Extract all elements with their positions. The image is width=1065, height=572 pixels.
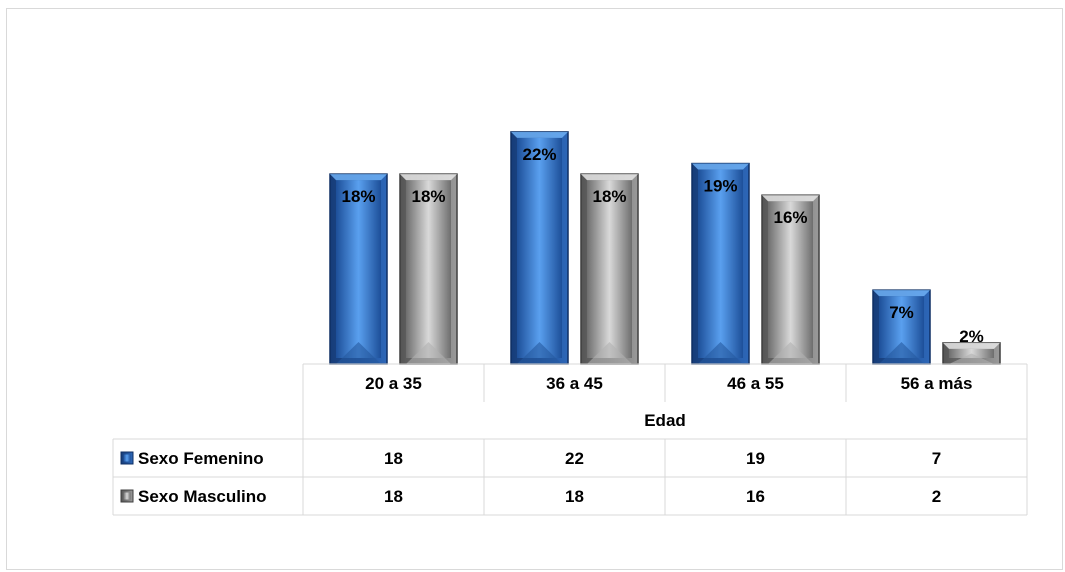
- category-label: 20 a 35: [365, 374, 422, 393]
- bar: [580, 173, 639, 365]
- bar: [510, 131, 569, 365]
- bar-labels-group: 18% 18% 22% 18% 19% 16% 7% 2%: [341, 145, 983, 346]
- table-value-cell: 2: [932, 487, 941, 506]
- legend-key: [120, 451, 134, 465]
- category-labels: 20 a 35 36 a 45 46 a 55 56 a más: [365, 374, 972, 393]
- bar-value-label: 18%: [592, 187, 626, 206]
- table-value-cell: 22: [565, 449, 584, 468]
- legend-table-rows: Sexo Femenino 18 22 19 7 Sexo Masculino 18 18 16…: [120, 449, 941, 506]
- bar-value-label: 19%: [703, 177, 737, 196]
- bar: [761, 194, 820, 365]
- table-value-cell: 18: [565, 487, 584, 506]
- table-value-cell: 19: [746, 449, 765, 468]
- bar: [329, 173, 388, 365]
- table-value-cell: 18: [384, 487, 403, 506]
- bar-value-label: 18%: [411, 187, 445, 206]
- table-value-cell: 18: [384, 449, 403, 468]
- bar: [872, 289, 931, 365]
- legend-key: [120, 489, 134, 503]
- bar-value-label: 22%: [522, 145, 556, 164]
- legend-series-name: Sexo Femenino: [138, 449, 264, 468]
- bar-value-label: 2%: [959, 327, 984, 346]
- category-label: 56 a más: [901, 374, 973, 393]
- x-axis-title: Edad: [644, 411, 686, 430]
- table-value-cell: 16: [746, 487, 765, 506]
- bar: [399, 173, 458, 365]
- data-table-grid: [112, 363, 1028, 516]
- bar: [942, 342, 1001, 365]
- legend-series-name: Sexo Masculino: [138, 487, 266, 506]
- category-label: 36 a 45: [546, 374, 603, 393]
- bar-value-label: 7%: [889, 303, 914, 322]
- bar-value-label: 18%: [341, 187, 375, 206]
- bars-group: [329, 131, 1001, 365]
- bar-value-label: 16%: [773, 208, 807, 227]
- category-label: 46 a 55: [727, 374, 784, 393]
- table-value-cell: 7: [932, 449, 941, 468]
- bar: [691, 162, 750, 365]
